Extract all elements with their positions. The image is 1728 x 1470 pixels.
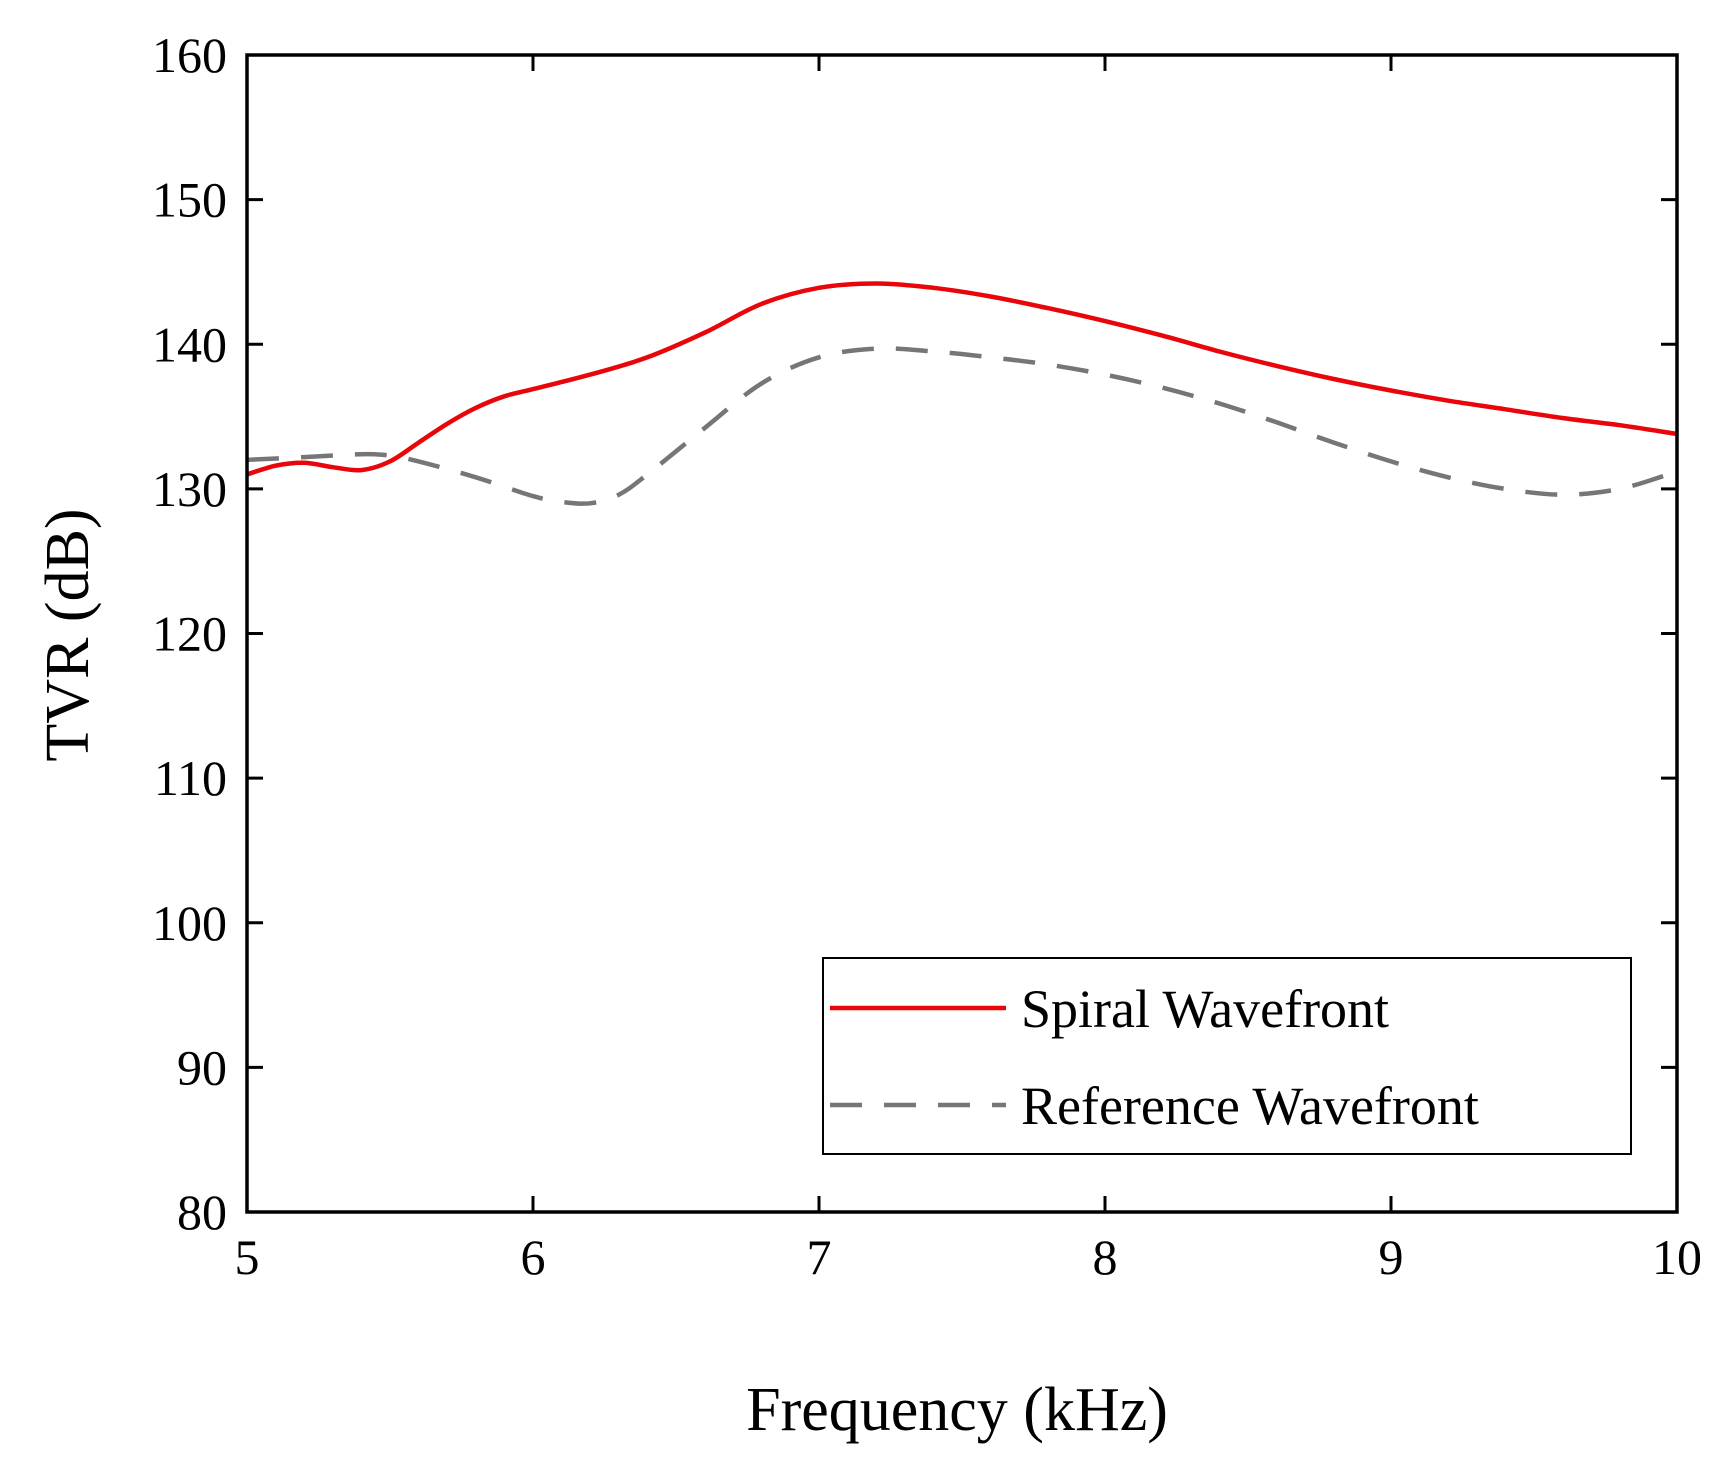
x-axis-label: Frequency (kHz): [746, 1376, 1168, 1444]
y-tick-label: 150: [152, 172, 227, 228]
legend-label-reference-wavefront: Reference Wavefront: [1021, 1076, 1479, 1136]
legend-box: [822, 957, 1632, 1155]
legend-label-spiral-wavefront: Spiral Wavefront: [1021, 979, 1389, 1039]
x-tick-label: 5: [235, 1229, 260, 1285]
y-tick-label: 160: [152, 27, 227, 83]
y-tick-label: 90: [177, 1039, 227, 1095]
x-tick-label: 8: [1093, 1229, 1118, 1285]
x-tick-label: 7: [807, 1229, 832, 1285]
x-tick-labels: 5 6 7 8 9 10: [235, 1229, 1703, 1285]
y-tick-label: 80: [177, 1184, 227, 1240]
x-tick-label: 6: [521, 1229, 546, 1285]
x-tick-label: 10: [1652, 1229, 1702, 1285]
plot-area-frame: [245, 53, 1679, 1214]
series-line-spiral-wavefront: [246, 281, 1678, 477]
y-tick-label: 130: [152, 461, 227, 517]
y-tick-label: 100: [152, 895, 227, 951]
series-line-reference-wavefront: [246, 346, 1678, 507]
y-tick-label: 140: [152, 316, 227, 372]
legend: Spiral Wavefront Reference Wavefront: [822, 957, 1632, 1155]
series-layer: [246, 281, 1678, 507]
x-tick-label: 9: [1379, 1229, 1404, 1285]
y-tick-labels: 80 90 100 110 120 130 140 150 160: [152, 27, 227, 1240]
y-axis-label: TVR (dB): [34, 508, 102, 761]
y-tick-label: 110: [154, 750, 227, 806]
y-tick-label: 120: [152, 606, 227, 662]
